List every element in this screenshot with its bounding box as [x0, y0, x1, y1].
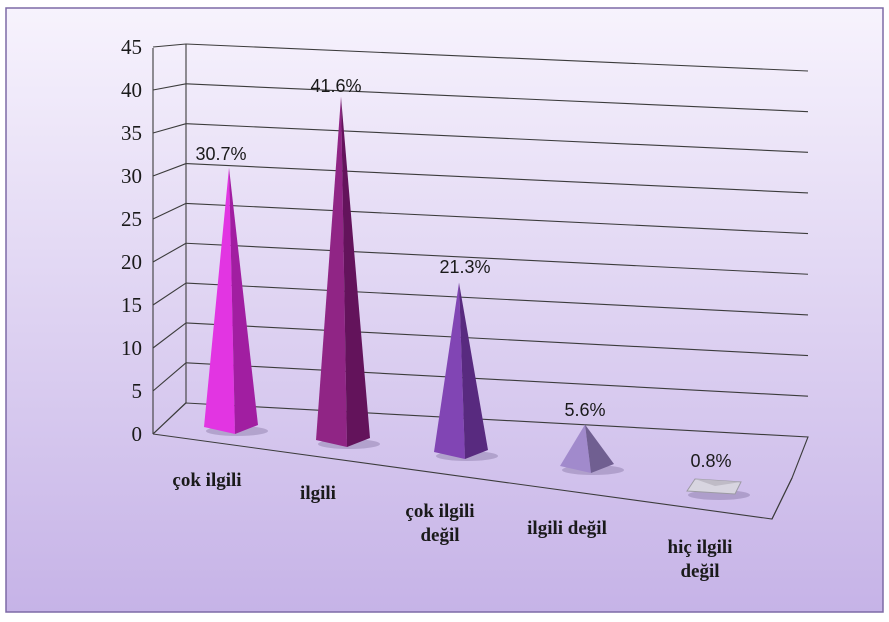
gridline-back: [185, 163, 809, 194]
y-tick-label: 20: [121, 250, 142, 274]
y-tick-label: 0: [132, 422, 143, 446]
gridline-back: [185, 123, 809, 153]
category-label-line: değil: [420, 525, 459, 546]
y-tick-label: 30: [121, 164, 142, 188]
gridline-side: [152, 362, 187, 392]
data-label: 0.8%: [690, 451, 731, 471]
gridline-back: [185, 322, 809, 357]
bar-face-right: [341, 96, 370, 448]
y-axis-ticks: 0 5 10 15 20 25 30 35 40 45: [121, 35, 142, 446]
data-label: 21.3%: [439, 257, 490, 277]
bar-face-right: [229, 167, 258, 434]
gridline-back: [185, 362, 809, 397]
category-label: ilgili değil: [527, 518, 607, 539]
gridline-back: [185, 43, 809, 72]
data-label: 5.6%: [564, 400, 605, 420]
gridline-back: [185, 242, 809, 275]
category-label-line: ilgili değil: [527, 518, 607, 539]
y-tick-label: 40: [121, 78, 142, 102]
floor-outline: [152, 402, 809, 520]
category-label-line: hiç ilgili: [668, 537, 733, 558]
bar-face-left: [560, 424, 591, 473]
bar-face-left: [204, 167, 235, 434]
floor-front-edge: [771, 477, 793, 520]
category-label-line: değil: [680, 561, 719, 582]
y-tick-label: 25: [121, 207, 142, 231]
category-label-line: çok ilgili: [405, 501, 474, 522]
gridline-side: [152, 282, 187, 306]
gridline-side: [152, 163, 187, 177]
chart-floor: [152, 402, 809, 520]
category-label: hiç ilgili değil: [668, 537, 733, 582]
category-label: ilgili: [300, 483, 336, 504]
bar-face-right: [459, 282, 488, 459]
bar-plate-top: [695, 479, 741, 486]
category-label: çok ilgili: [172, 470, 241, 491]
bar-face-right: [585, 424, 614, 473]
y-tick-label: 45: [121, 35, 142, 59]
gridline-back: [185, 282, 809, 316]
gridline-side: [152, 83, 187, 91]
bars: [204, 96, 742, 495]
data-label: 41.6%: [310, 76, 361, 96]
y-tick-label: 35: [121, 121, 142, 145]
y-tick-label: 15: [121, 293, 142, 317]
category-label: çok ilgili değil: [405, 501, 474, 546]
y-tick-label: 5: [132, 379, 143, 403]
data-labels: 30.7% 41.6% 21.3% 5.6% 0.8%: [195, 76, 731, 471]
gridline-back: [185, 202, 809, 235]
bar-face-left: [434, 282, 465, 459]
gridline-side: [152, 322, 187, 349]
gridline-side: [152, 43, 187, 48]
category-label-line: çok ilgili: [172, 470, 241, 491]
data-label: 30.7%: [195, 144, 246, 164]
gridline-back: [185, 83, 809, 113]
category-labels: çok ilgili ilgili çok ilgili değil ilgili de…: [172, 470, 732, 582]
bar-face-left: [316, 96, 347, 448]
gridline-side: [152, 242, 187, 263]
gridline-side: [152, 123, 187, 134]
category-label-line: ilgili: [300, 483, 336, 504]
y-tick-label: 10: [121, 336, 142, 360]
gridline-side: [152, 202, 187, 220]
